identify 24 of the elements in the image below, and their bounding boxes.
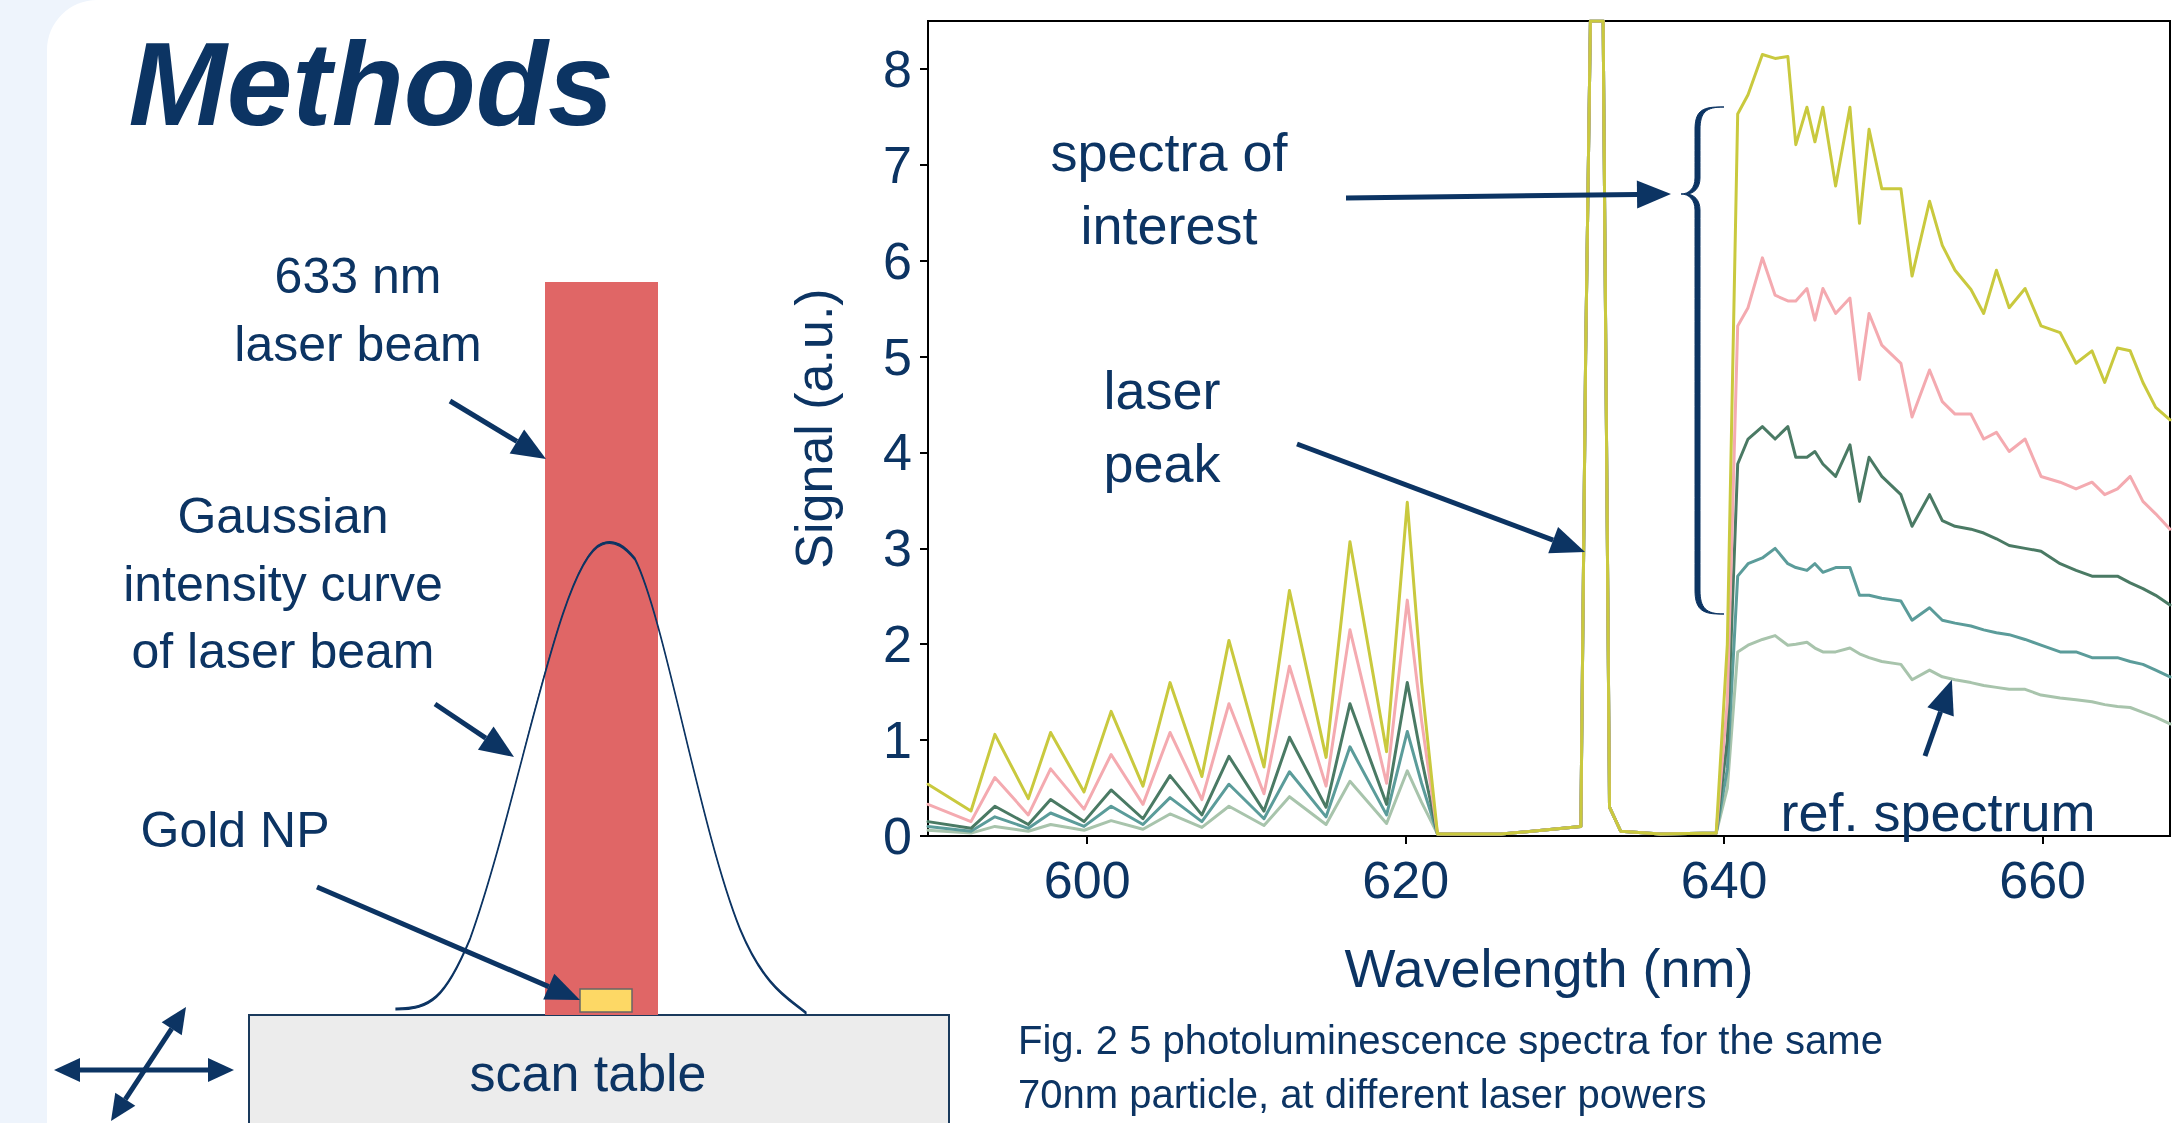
caption: Fig. 2 5 photoluminescence spectra for the same 70nm particle, at different laser powers — [1018, 1017, 1883, 1118]
y-tick-label: 7 — [883, 135, 912, 194]
text: scan table — [469, 1042, 707, 1104]
annotation: ref. spectrum — [1780, 780, 2096, 844]
y-tick-label: 8 — [883, 39, 912, 98]
y-tick-label: 1 — [883, 711, 912, 770]
x-tick-label: 600 — [1043, 851, 1131, 909]
y-axis-title: Signal (a.u.) — [785, 288, 843, 569]
annotation: spectra of interest — [1050, 121, 1288, 257]
x-tick-label: 640 — [1680, 851, 1768, 909]
text: Gaussian intensity curve of laser beam — [123, 486, 443, 681]
y-tick-label: 5 — [883, 327, 912, 386]
text: Gold NP — [140, 801, 330, 861]
x-tick-label: 620 — [1362, 851, 1450, 909]
x-tick-label: 660 — [1999, 851, 2086, 909]
x-axis-title: Wavelength (nm) — [1344, 938, 1754, 998]
y-tick-label: 6 — [883, 231, 912, 290]
y-tick-label: 3 — [883, 519, 912, 578]
text: 633 nm laser beam — [234, 246, 482, 373]
y-tick-label: 4 — [883, 423, 912, 482]
y-tick-label: 0 — [883, 807, 912, 865]
y-tick-label: 2 — [883, 615, 912, 674]
text: Methods — [128, 17, 614, 153]
annotation: laser peak — [1103, 359, 1221, 495]
